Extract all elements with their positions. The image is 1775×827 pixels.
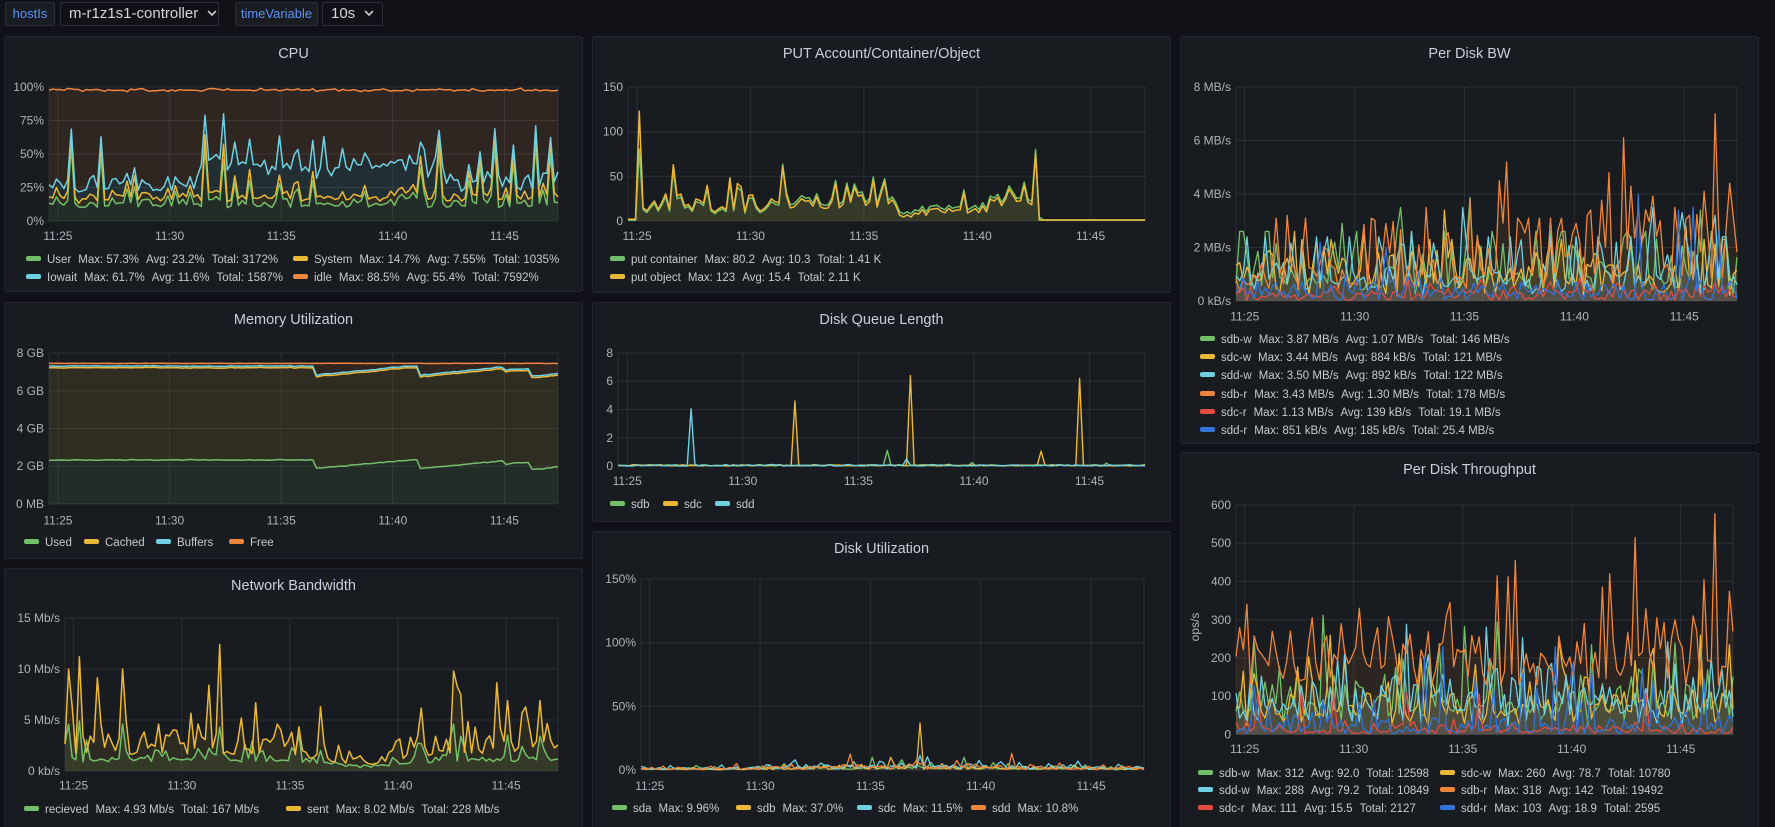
svg-text:ops/s: ops/s <box>1188 613 1202 642</box>
svg-text:0: 0 <box>616 214 623 228</box>
svg-text:500: 500 <box>1211 536 1231 550</box>
svg-text:6: 6 <box>606 374 613 388</box>
svg-text:11:25: 11:25 <box>623 229 652 243</box>
svg-text:100: 100 <box>1211 689 1231 703</box>
svg-text:50%: 50% <box>612 699 636 713</box>
svg-text:11:35: 11:35 <box>1448 742 1477 756</box>
svg-text:11:45: 11:45 <box>1077 779 1106 793</box>
svg-text:11:35: 11:35 <box>1450 310 1479 324</box>
svg-text:11:30: 11:30 <box>1339 742 1368 756</box>
svg-text:11:40: 11:40 <box>378 229 407 243</box>
svg-text:0%: 0% <box>619 763 637 777</box>
svg-text:100: 100 <box>603 125 623 139</box>
svg-text:0: 0 <box>606 459 613 473</box>
svg-text:10 Mb/s: 10 Mb/s <box>17 662 60 676</box>
svg-text:200: 200 <box>1211 651 1231 665</box>
svg-text:400: 400 <box>1211 575 1231 589</box>
svg-text:11:25: 11:25 <box>59 779 88 793</box>
svg-text:50%: 50% <box>20 147 44 161</box>
svg-text:50: 50 <box>610 169 624 183</box>
svg-text:11:25: 11:25 <box>613 474 642 488</box>
svg-text:11:35: 11:35 <box>844 474 873 488</box>
svg-text:15 Mb/s: 15 Mb/s <box>17 611 60 625</box>
svg-text:6 MB/s: 6 MB/s <box>1194 134 1231 148</box>
svg-text:11:35: 11:35 <box>267 229 296 243</box>
svg-text:11:30: 11:30 <box>1340 310 1369 324</box>
svg-text:0: 0 <box>1224 728 1231 742</box>
svg-text:0 kB/s: 0 kB/s <box>1198 294 1231 308</box>
svg-text:8 GB: 8 GB <box>17 346 44 360</box>
svg-text:2 MB/s: 2 MB/s <box>1194 241 1231 255</box>
svg-text:11:25: 11:25 <box>1230 310 1259 324</box>
svg-text:150: 150 <box>603 80 623 94</box>
svg-text:11:25: 11:25 <box>635 779 664 793</box>
svg-text:150%: 150% <box>605 572 636 586</box>
svg-text:4 GB: 4 GB <box>17 422 44 436</box>
svg-text:0%: 0% <box>27 214 45 228</box>
svg-text:11:35: 11:35 <box>849 229 878 243</box>
svg-text:11:30: 11:30 <box>746 779 775 793</box>
svg-text:11:35: 11:35 <box>275 779 304 793</box>
svg-text:11:45: 11:45 <box>1076 229 1105 243</box>
svg-text:11:45: 11:45 <box>492 779 521 793</box>
svg-text:11:40: 11:40 <box>1557 742 1586 756</box>
svg-text:0 kb/s: 0 kb/s <box>28 764 60 778</box>
svg-text:11:45: 11:45 <box>490 514 519 528</box>
svg-text:11:30: 11:30 <box>167 779 196 793</box>
svg-text:11:35: 11:35 <box>856 779 885 793</box>
svg-text:4: 4 <box>606 403 613 417</box>
svg-text:2: 2 <box>606 431 613 445</box>
svg-text:100%: 100% <box>13 80 44 94</box>
svg-text:8: 8 <box>606 346 613 360</box>
svg-text:5 Mb/s: 5 Mb/s <box>24 713 60 727</box>
svg-text:100%: 100% <box>605 636 636 650</box>
svg-text:8 MB/s: 8 MB/s <box>1194 80 1231 94</box>
svg-text:300: 300 <box>1211 613 1231 627</box>
svg-text:11:45: 11:45 <box>490 229 519 243</box>
svg-text:11:30: 11:30 <box>736 229 765 243</box>
svg-text:11:40: 11:40 <box>383 779 412 793</box>
svg-text:25%: 25% <box>20 181 44 195</box>
svg-text:11:25: 11:25 <box>43 514 72 528</box>
svg-text:4 MB/s: 4 MB/s <box>1194 187 1231 201</box>
svg-text:75%: 75% <box>20 114 44 128</box>
svg-text:11:45: 11:45 <box>1075 474 1104 488</box>
svg-text:11:45: 11:45 <box>1666 742 1695 756</box>
svg-text:2 GB: 2 GB <box>17 459 44 473</box>
svg-text:11:40: 11:40 <box>963 229 992 243</box>
svg-text:11:25: 11:25 <box>43 229 72 243</box>
svg-text:11:40: 11:40 <box>1560 310 1589 324</box>
svg-text:11:30: 11:30 <box>728 474 757 488</box>
svg-text:11:35: 11:35 <box>267 514 296 528</box>
svg-text:6 GB: 6 GB <box>17 384 44 398</box>
svg-text:0 MB: 0 MB <box>16 497 44 511</box>
svg-text:11:45: 11:45 <box>1670 310 1699 324</box>
svg-text:11:30: 11:30 <box>155 229 184 243</box>
svg-text:600: 600 <box>1211 498 1231 512</box>
svg-text:11:40: 11:40 <box>966 779 995 793</box>
svg-text:11:30: 11:30 <box>155 514 184 528</box>
svg-text:11:40: 11:40 <box>378 514 407 528</box>
svg-text:11:25: 11:25 <box>1230 742 1259 756</box>
svg-text:11:40: 11:40 <box>959 474 988 488</box>
